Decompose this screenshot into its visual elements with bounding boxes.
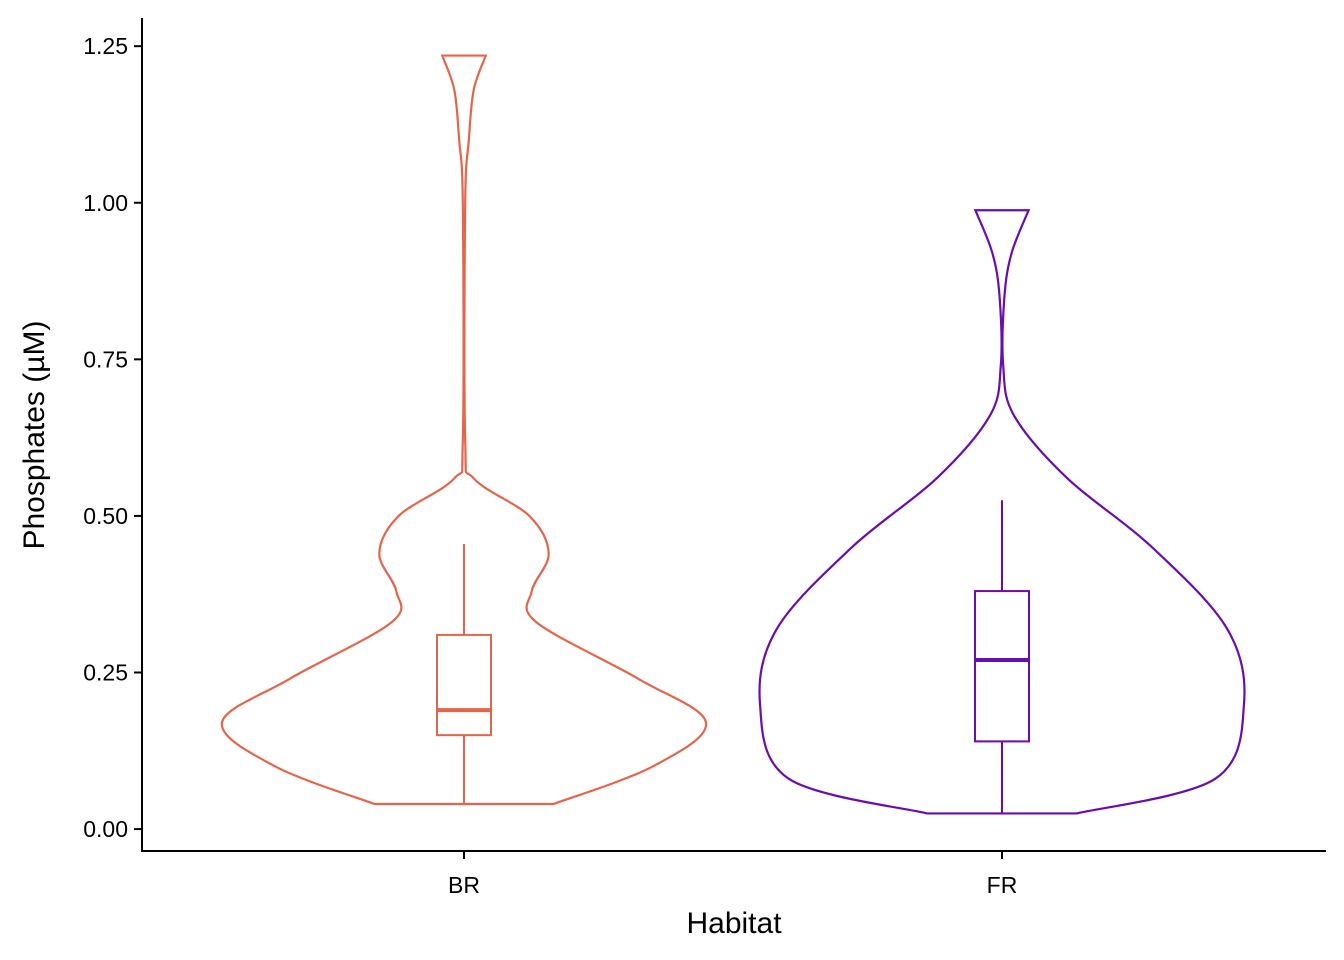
axes: [141, 18, 1326, 852]
y-axis-title: Phosphates (µM): [18, 320, 51, 549]
box-fr: [974, 590, 1030, 743]
y-tick-label: 1.25: [83, 33, 128, 59]
y-tick-label: 0.75: [83, 346, 128, 372]
y-tick-label: 1.00: [83, 190, 128, 216]
x-axis-ticks: BR FR: [448, 851, 1017, 898]
y-tick-label: 0.00: [83, 816, 128, 842]
violin-br: [220, 54, 708, 806]
plot-area: [220, 54, 1246, 815]
x-tick-label: BR: [448, 872, 480, 898]
y-axis-ticks: 0.00 0.25 0.50 0.75 1.00 1.25: [83, 33, 142, 842]
x-axis-title: Habitat: [686, 907, 782, 940]
x-tick-label: FR: [987, 872, 1018, 898]
violin-fr: [758, 209, 1246, 815]
box-br: [436, 633, 492, 737]
y-tick-label: 0.25: [83, 660, 128, 686]
y-tick-label: 0.50: [83, 503, 128, 529]
